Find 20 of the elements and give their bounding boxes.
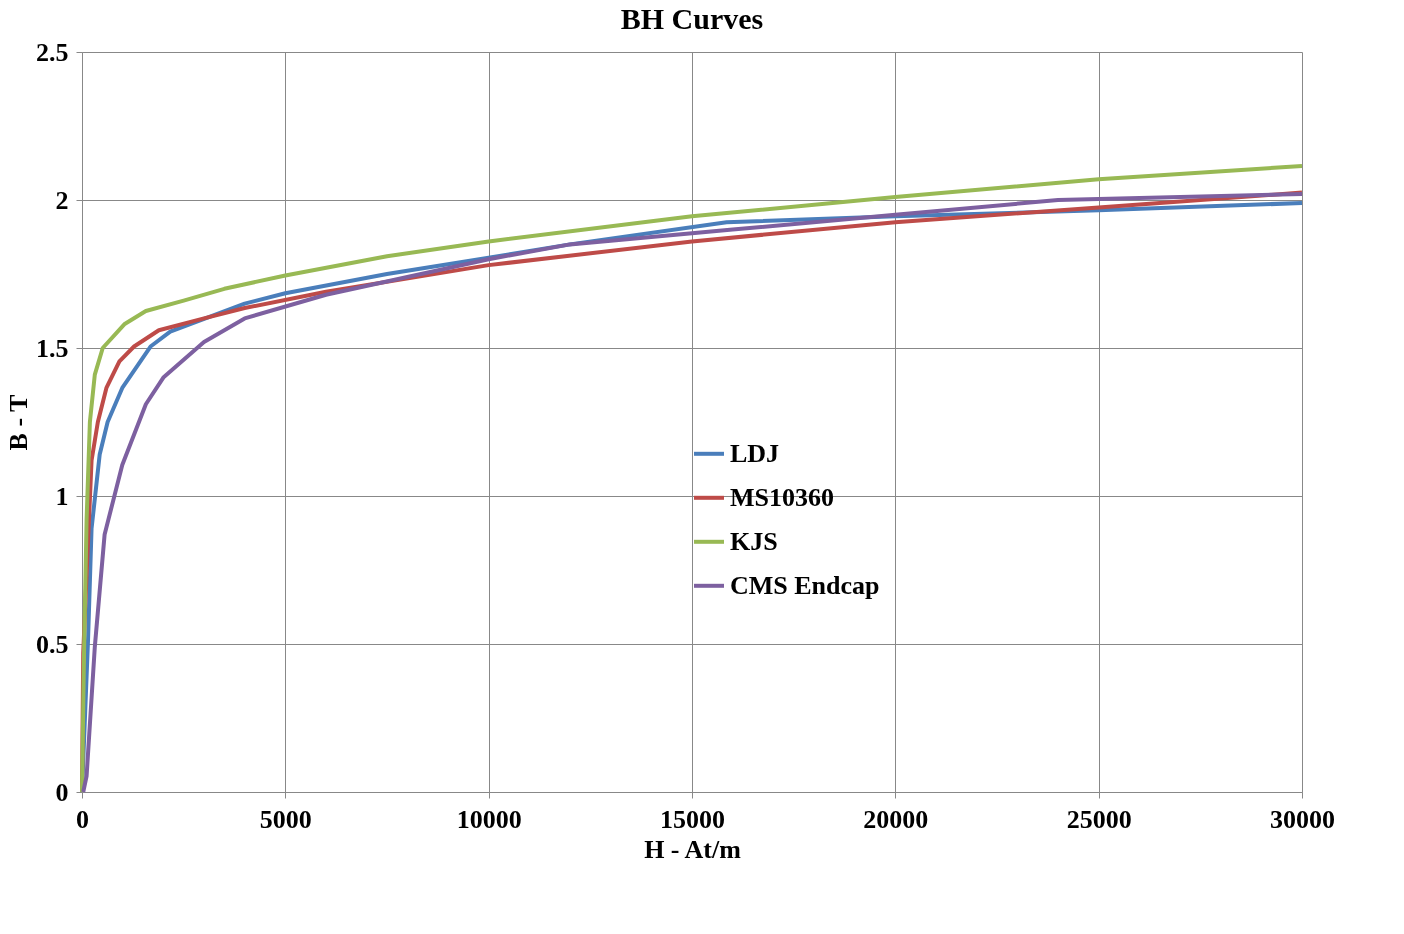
- x-tick-label: 15000: [660, 804, 725, 834]
- x-tick-label: 0: [76, 804, 89, 834]
- x-tick-label: 20000: [863, 804, 929, 834]
- legend-label: MS10360: [730, 482, 834, 512]
- x-axis-title: H - At/m: [644, 834, 742, 864]
- legend-label: LDJ: [730, 438, 780, 468]
- y-axis-title: B - T: [4, 394, 33, 451]
- y-tick-label: 1: [55, 481, 69, 511]
- x-tick-label: 5000: [259, 804, 312, 834]
- y-tick-label: 2: [55, 185, 69, 215]
- y-tick-label: 0.5: [36, 629, 69, 659]
- x-tick-label: 30000: [1270, 804, 1335, 834]
- x-tick-label: 10000: [456, 804, 522, 834]
- chart-title: BH Curves: [620, 2, 764, 35]
- x-tick-label: 25000: [1066, 804, 1132, 834]
- legend-label: KJS: [730, 526, 778, 556]
- y-tick-label: 0: [55, 777, 69, 807]
- y-tick-label: 1.5: [36, 333, 69, 363]
- y-tick-label: 2.5: [36, 37, 69, 67]
- legend-label: CMS Endcap: [730, 570, 880, 600]
